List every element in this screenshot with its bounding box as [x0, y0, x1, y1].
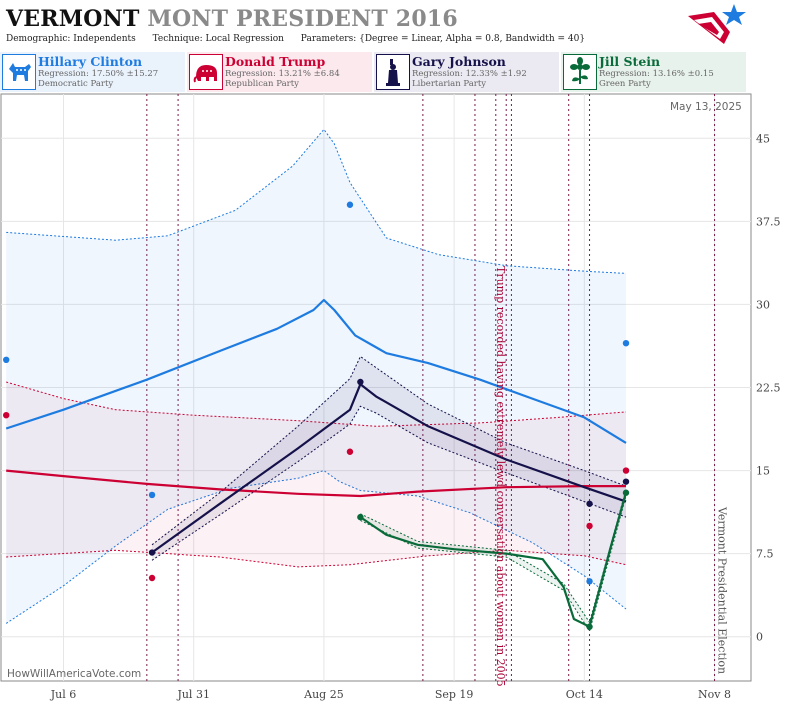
y-tick-label: 22.5 — [756, 382, 781, 395]
candidate-trump: Donald Trump Regression: 13.21% ±6.84 Re… — [187, 52, 372, 92]
candidate-clinton: Hillary Clinton Regression: 17.50% ±15.2… — [0, 52, 185, 92]
parameters-label: Parameters: {Degree = Linear, Alpha = 0.… — [300, 34, 586, 44]
candidate-johnson: Gary Johnson Regression: 12.33% ±1.92 Li… — [374, 52, 559, 92]
y-tick-label: 0 — [756, 631, 763, 644]
poll-point — [346, 201, 354, 208]
title-rest: MONT PRESIDENT 2016 — [147, 6, 458, 32]
annotations: Trump recorded having extremely lewd con… — [494, 266, 729, 687]
poll-point — [622, 478, 630, 485]
trend-lines — [5, 298, 628, 628]
poll-point — [357, 513, 364, 521]
x-tick-label: Jul 31 — [176, 688, 210, 701]
site-logo — [684, 2, 754, 50]
title-state: VERMONT — [6, 6, 140, 32]
candidate-party: Democratic Party — [38, 79, 114, 89]
poll-point — [622, 339, 630, 347]
candidate-party: Libertarian Party — [412, 79, 487, 89]
x-tick-label: Oct 14 — [566, 688, 603, 701]
candidate-party: Republican Party — [225, 79, 299, 89]
y-tick-label: 30 — [756, 298, 770, 311]
poll-point — [586, 500, 593, 507]
candidate-name: Jill Stein — [599, 54, 661, 69]
band-fill — [6, 382, 626, 567]
poll-point — [3, 411, 10, 419]
candidate-regression: Regression: 13.21% ±6.84 — [225, 69, 340, 79]
band-fill — [6, 129, 626, 624]
x-tick-label: Nov 8 — [698, 688, 731, 701]
annotation-event: Trump recorded having extremely lewd con… — [494, 266, 507, 687]
poll-point — [586, 578, 593, 585]
technique-label: Technique: Local Regression — [152, 34, 284, 44]
poll-point — [148, 549, 156, 556]
trend-line — [151, 383, 627, 554]
trend-line — [5, 298, 627, 444]
site-credit: HowWillAmericaVote.com — [7, 668, 142, 680]
band-lower-line — [360, 495, 627, 633]
band-fill — [152, 356, 626, 561]
confidence-bands — [5, 128, 627, 633]
trend-line — [6, 469, 626, 498]
x-tick-label: Jul 6 — [50, 688, 77, 701]
poll-point — [622, 467, 630, 474]
poll-point — [586, 522, 593, 530]
y-tick-label: 45 — [756, 132, 770, 145]
poll-points — [3, 201, 630, 630]
candidate-regression: Regression: 17.50% ±15.27 — [38, 69, 159, 79]
band-lower-line — [151, 405, 627, 561]
candidate-legend: Hillary Clinton Regression: 17.50% ±15.2… — [0, 52, 789, 94]
liberty-statue-icon — [376, 54, 410, 90]
donkey-icon — [2, 54, 36, 90]
elephant-icon — [189, 54, 223, 90]
poll-point — [3, 356, 10, 364]
band-lower-line — [5, 470, 627, 624]
poll-point — [148, 574, 156, 582]
date-stamp: May 13, 2025 — [670, 101, 742, 113]
band-upper-line — [6, 128, 627, 274]
flower-icon — [563, 54, 597, 90]
candidate-party: Green Party — [599, 79, 651, 89]
poll-point — [622, 489, 630, 496]
poll-point — [357, 378, 364, 386]
y-tick-label: 7.5 — [756, 548, 774, 561]
candidate-name: Donald Trump — [225, 54, 326, 69]
x-tick-label: Aug 25 — [303, 688, 344, 701]
candidate-name: Gary Johnson — [412, 54, 506, 69]
candidate-regression: Regression: 13.16% ±0.15 — [599, 69, 714, 79]
poll-point — [148, 491, 156, 499]
candidate-stein: Jill Stein Regression: 13.16% ±0.15 Gree… — [561, 52, 746, 92]
candidate-regression: Regression: 12.33% ±1.92 — [412, 69, 527, 79]
y-tick-label: 15 — [756, 465, 770, 478]
grid-lines — [1, 94, 751, 681]
demographic-label: Demographic: Independents — [6, 34, 136, 44]
trend-line — [359, 492, 628, 628]
x-tick-label: Sep 19 — [435, 688, 474, 701]
chart-title: VERMONT MONT PRESIDENT 2016 — [6, 6, 458, 32]
poll-point — [586, 623, 593, 630]
chart-header: VERMONT MONT PRESIDENT 2016 Demographic:… — [6, 4, 686, 48]
candidate-name: Hillary Clinton — [38, 54, 143, 69]
chart-parameters: Demographic: Independents Technique: Loc… — [6, 34, 599, 44]
band-upper-line — [151, 355, 627, 546]
axis-labels: 0 7.5 15 22.5 30 37.5 45 Jul 6 Jul 31 Aug 25 Sep 1… — [50, 132, 781, 701]
poll-point — [346, 448, 354, 455]
y-tick-label: 37.5 — [756, 215, 781, 228]
annotation-election: Vermont Presidential Election — [716, 506, 729, 674]
